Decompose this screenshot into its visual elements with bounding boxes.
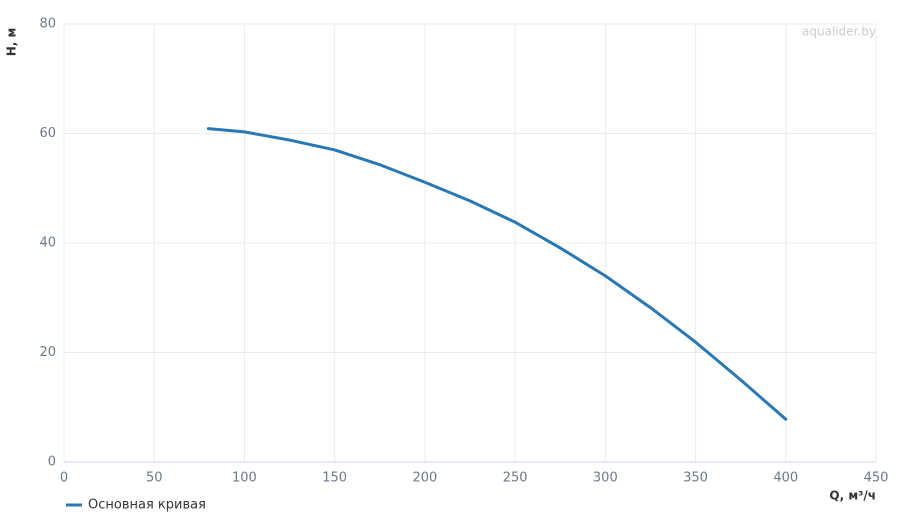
y-tick-label: 20 [39, 345, 56, 360]
x-axis-label: Q, м³/ч [829, 489, 876, 503]
x-tick-label: 150 [322, 471, 347, 486]
y-tick-label: 40 [39, 236, 56, 251]
x-tick-label: 450 [864, 471, 889, 486]
x-tick-label: 100 [232, 471, 257, 486]
x-tick-label: 400 [773, 471, 798, 486]
legend-label: Основная кривая [88, 498, 206, 513]
y-tick-label: 60 [39, 126, 56, 141]
watermark: aqualider.by [802, 25, 876, 39]
data-line [206, 127, 788, 421]
x-tick-label: 350 [683, 471, 708, 486]
y-axis-label: H, м [5, 28, 19, 57]
x-tick-label: 250 [503, 471, 528, 486]
x-tick-label: 0 [60, 471, 68, 486]
y-tick-label: 80 [39, 17, 56, 32]
x-tick-label: 300 [593, 471, 618, 486]
x-tick-label: 50 [146, 471, 163, 486]
x-tick-label: 200 [412, 471, 437, 486]
y-tick-label: 0 [48, 455, 56, 470]
